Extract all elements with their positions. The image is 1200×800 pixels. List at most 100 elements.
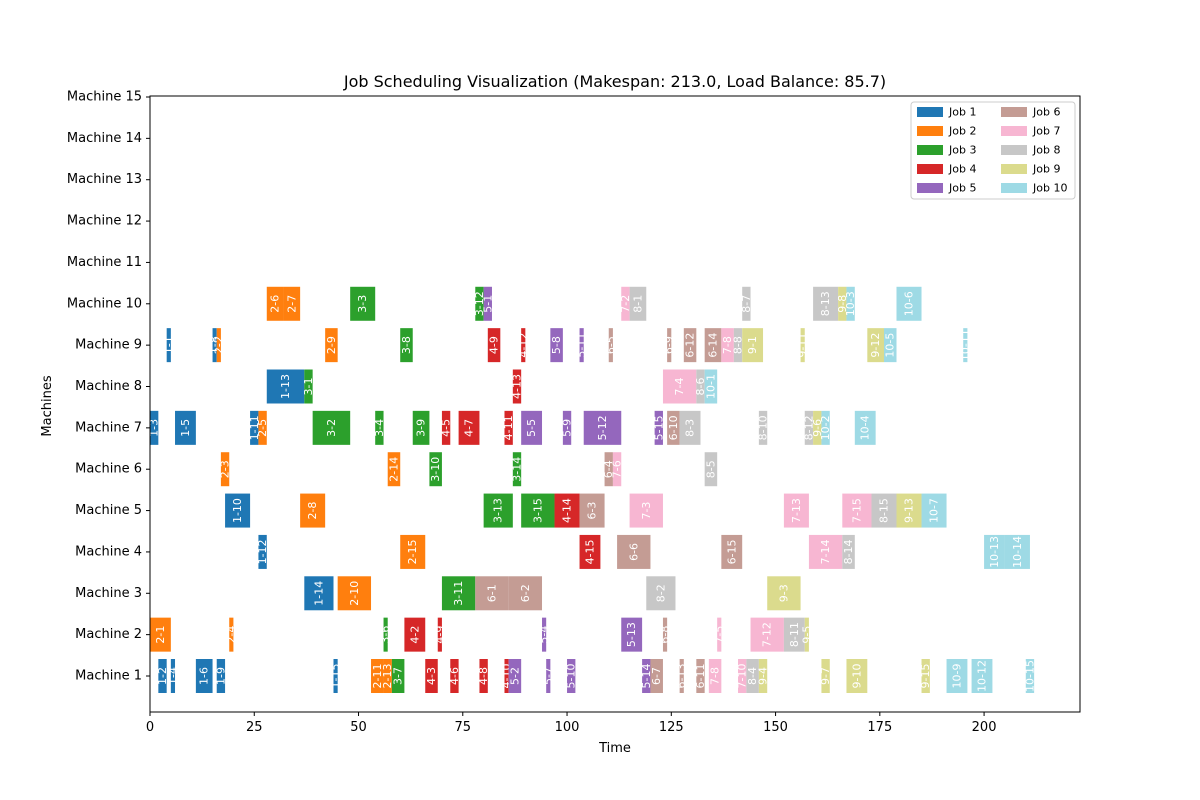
operation-bar: [629, 286, 647, 321]
operation-label: 4-15: [583, 539, 596, 564]
operation-label: 2-4: [225, 626, 238, 644]
operation-label: 3-12: [473, 291, 486, 316]
operation-bar: [521, 410, 543, 445]
operation-label: 9-6: [811, 419, 824, 437]
operation-bar: [225, 493, 251, 528]
operation-bar: [437, 617, 442, 652]
operation-bar: [508, 576, 543, 611]
operation-label: 9-13: [903, 498, 916, 523]
operation-bar: [679, 659, 684, 693]
operation-bar: [300, 493, 326, 528]
operation-label: 5-11: [575, 333, 588, 358]
operation-label: 10-7: [928, 498, 941, 523]
operation-label: 9-12: [869, 333, 882, 358]
operation-label: 5-7: [542, 667, 555, 685]
operation-label: 2-11: [371, 664, 384, 689]
operation-bar: [508, 659, 522, 693]
operation-label: 4-14: [561, 498, 574, 523]
operation-bar: [412, 410, 430, 445]
operation-label: 1-14: [312, 581, 325, 606]
operation-label: 3-13: [492, 498, 505, 523]
operation-bar: [758, 659, 768, 693]
operation-label: 4-5: [440, 419, 453, 437]
operation-bar: [621, 286, 630, 321]
operation-bar: [425, 659, 438, 693]
x-tick-label: 0: [146, 720, 154, 735]
operation-bar: [800, 328, 805, 363]
operation-label: 6-10: [667, 415, 680, 440]
operation-bar: [804, 617, 809, 652]
operation-label: 10-11: [959, 329, 972, 361]
operation-bar: [521, 328, 526, 363]
operation-label: 10-9: [950, 664, 963, 689]
operation-bar: [441, 576, 476, 611]
operation-label: 7-14: [819, 539, 832, 564]
bars-layer: 1-21-4 1-6 1-9 1-15 2-112-133-7 4-3 4-6 4-8 4-10…: [148, 286, 1036, 693]
x-tick-label: 125: [659, 720, 684, 735]
legend-entry: Job 9: [1032, 163, 1060, 176]
operation-bar: [512, 369, 522, 404]
operation-label: 6-12: [684, 333, 697, 358]
operation-bar: [683, 328, 697, 363]
operation-bar: [304, 369, 313, 404]
operation-bar: [554, 493, 580, 528]
operation-bar: [667, 410, 680, 445]
operation-label: 8-4: [746, 667, 759, 685]
operation-label: 2-3: [219, 460, 232, 478]
x-tick-label: 200: [972, 720, 997, 735]
operation-label: 9-11: [796, 333, 809, 358]
operation-label: 7-2: [619, 295, 632, 313]
operation-bar: [258, 534, 267, 569]
operation-label: 8-3: [684, 419, 697, 437]
operation-label: 9-15: [919, 664, 932, 689]
operation-label: 10-3: [844, 291, 857, 316]
operation-label: 4-12: [517, 333, 530, 358]
legend-entry: Job 6: [1032, 106, 1060, 119]
operation-bar: [216, 659, 226, 693]
operation-bar: [654, 410, 663, 445]
operation-bar: [946, 659, 968, 693]
legend-swatch: [1001, 126, 1027, 136]
operation-bar: [258, 410, 267, 445]
operation-bar: [441, 410, 451, 445]
y-tick-label: Machine 11: [67, 255, 142, 270]
operation-bar: [846, 286, 855, 321]
operation-label: 8-11: [788, 622, 801, 647]
operation-label: 4-6: [448, 667, 461, 685]
operation-bar: [821, 410, 830, 445]
operation-label: 4-3: [425, 667, 438, 685]
operation-label: 10-1: [704, 374, 717, 399]
operation-label: 4-13: [510, 374, 523, 399]
operation-bar: [838, 286, 847, 321]
operation-bar: [479, 659, 488, 693]
operation-label: 1-10: [231, 498, 244, 523]
operation-label: 9-1: [746, 336, 759, 354]
operation-bar: [220, 452, 230, 487]
operation-label: 7-3: [640, 502, 653, 520]
operation-label: 3-10: [429, 457, 442, 482]
operation-label: 8-12: [802, 415, 815, 440]
operation-label: 6-14: [707, 333, 720, 358]
y-tick-label: Machine 15: [67, 90, 142, 105]
operation-label: 7-12: [761, 622, 774, 647]
operation-bar: [579, 493, 605, 528]
operation-label: 1-11: [248, 415, 261, 440]
operation-bar: [758, 410, 768, 445]
operation-bar: [617, 534, 651, 569]
operation-label: 2-15: [406, 539, 419, 564]
y-tick-label: Machine 3: [75, 586, 142, 601]
operation-bar: [567, 659, 576, 693]
operation-label: 5-4: [538, 626, 551, 644]
operation-bar: [696, 659, 705, 693]
operation-label: 7-10: [736, 664, 749, 689]
operation-bar: [579, 328, 584, 363]
operation-label: 6-9: [663, 336, 676, 354]
legend-entry: Job 4: [948, 163, 976, 176]
operation-bar: [679, 410, 701, 445]
operation-label: 1-9: [214, 667, 227, 685]
x-axis-title: Time: [598, 741, 631, 756]
legend-entry: Job 5: [948, 182, 976, 195]
operation-bar: [450, 659, 459, 693]
operation-bar: [896, 286, 922, 321]
operation-bar: [733, 328, 743, 363]
